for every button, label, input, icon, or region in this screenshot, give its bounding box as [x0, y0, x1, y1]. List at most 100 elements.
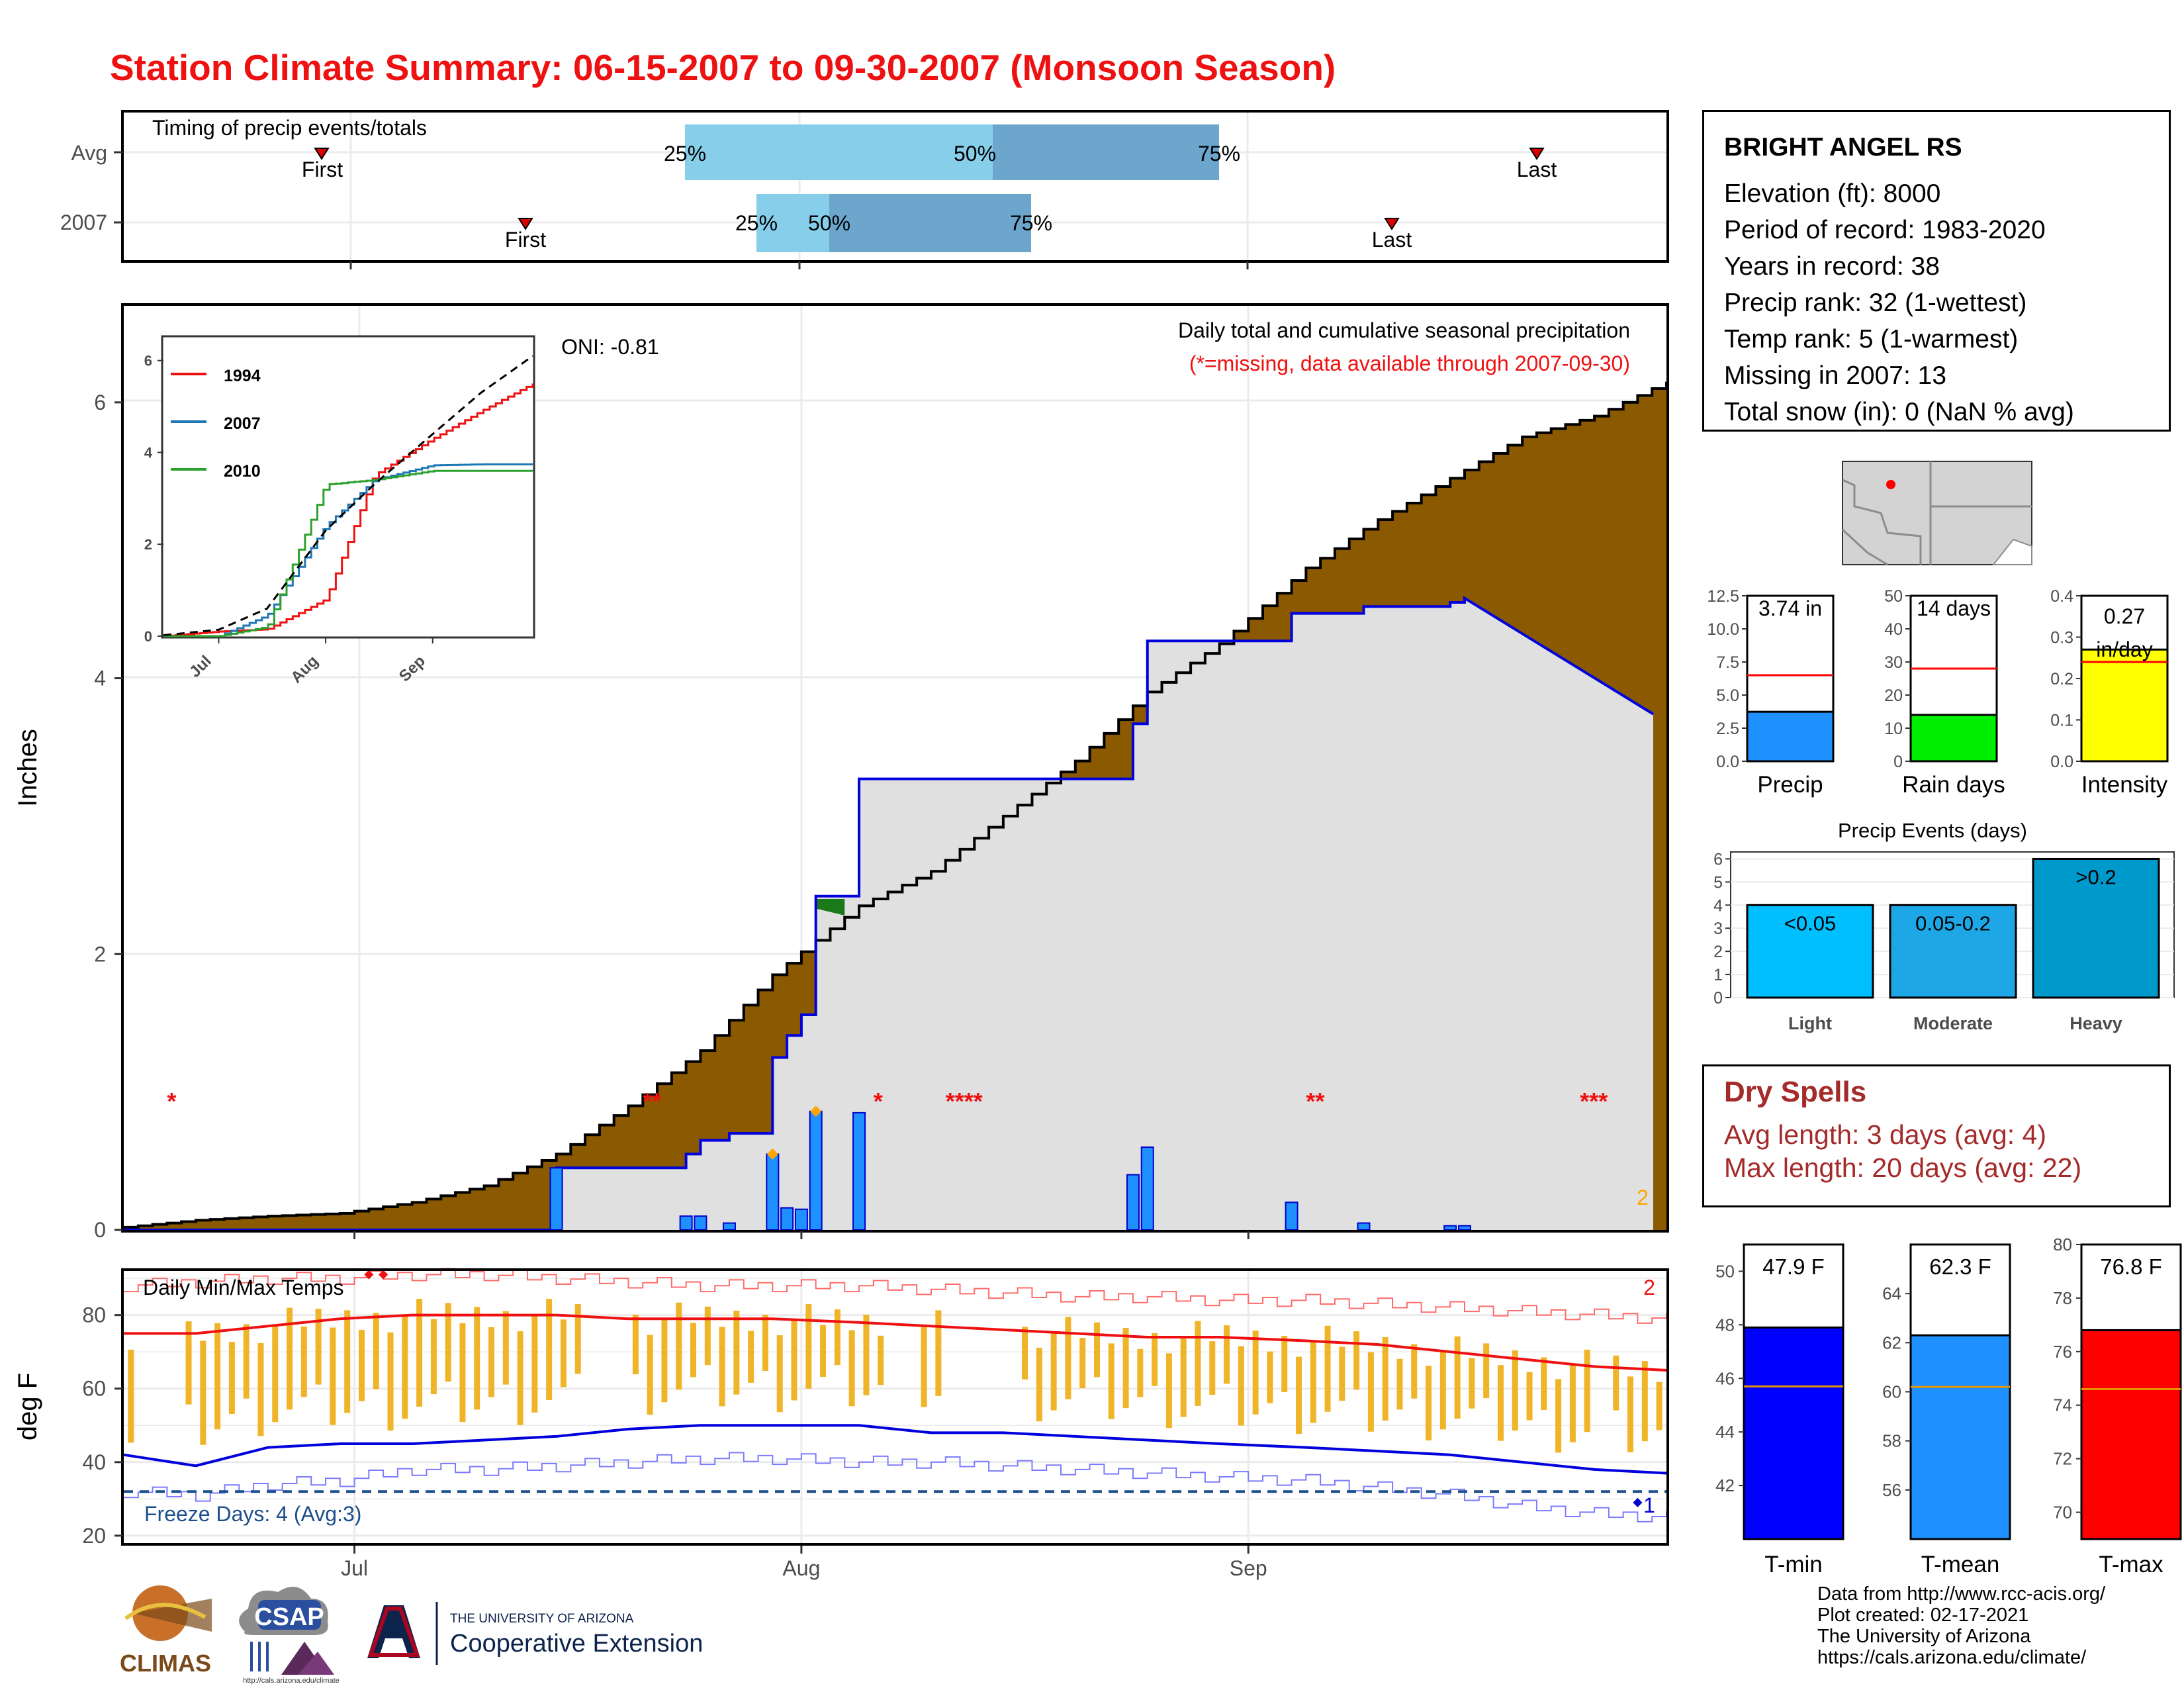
precip-events-chart: Precip Events (days) 0 1 2 3 4 5 6 <0.05 Light 0.0… — [1713, 819, 2175, 1033]
precip-ytick-label: 0 — [94, 1218, 106, 1242]
dry-spells-box: Dry Spells Avg length: 3 days (avg: 4) M… — [1702, 1064, 2171, 1207]
precip-ytick-label: 2 — [94, 942, 106, 966]
temp-bar-tick-label: 44 — [1715, 1422, 1735, 1442]
station-info-box: BRIGHT ANGEL RS Elevation (ft): 8000 Per… — [1702, 110, 2171, 432]
temp-frame — [121, 1268, 1669, 1546]
summary-tick-label: 0.3 — [2050, 629, 2073, 647]
daily-temp-bar — [358, 1329, 365, 1401]
daily-temp-bar — [921, 1325, 927, 1407]
page-title: Station Climate Summary: 06-15-2007 to 0… — [110, 47, 1336, 88]
missing-mark: **** — [946, 1088, 983, 1115]
daily-temp-bar — [243, 1324, 250, 1399]
daily-temp-bar — [1209, 1341, 1216, 1395]
temp-bar-t-max: 76.8 F 70 72 74 76 78 80 T-max — [2053, 1235, 2182, 1577]
temp-bar-tick-label: 76 — [2053, 1342, 2072, 1362]
temp-ytick-label: 40 — [82, 1450, 106, 1474]
daily-temp-bar — [1641, 1361, 1648, 1442]
summary-bar-fill — [1746, 710, 1835, 763]
daily-temp-bar — [373, 1313, 379, 1389]
daily-temp-bar — [762, 1315, 768, 1372]
precip-count-label: 2 — [1637, 1186, 1649, 1209]
daily-temp-bar — [1512, 1350, 1518, 1431]
daily-precip-bar — [852, 1111, 866, 1231]
temp-record-record_min — [124, 1452, 1667, 1523]
max-count-label: 2 — [1643, 1276, 1655, 1299]
precip-subtitle-missing: (*=missing, data available through 2007-… — [1189, 352, 1630, 375]
freeze-days-label: Freeze Days: 4 (Avg:3) — [144, 1502, 361, 1526]
precip-ytick-label: 4 — [94, 667, 106, 690]
temp-bar-fill — [2080, 1329, 2182, 1540]
station-temp-rank: Temp rank: 5 (1-warmest) — [1724, 325, 2019, 353]
daily-precip-bar — [549, 1167, 563, 1231]
station-period: Period of record: 1983-2020 — [1724, 216, 2046, 244]
summary-tick-label: 40 — [1884, 620, 1903, 639]
daily-temp-bar — [820, 1325, 827, 1377]
timing-label: Timing of precip events/totals — [152, 116, 427, 140]
oni-label: ONI: -0.81 — [561, 335, 659, 359]
daily-temp-bar — [1584, 1349, 1590, 1432]
inset-series-2010 — [163, 469, 533, 637]
daily-temp-bar — [1137, 1348, 1144, 1397]
daily-temp-bar — [1526, 1372, 1533, 1421]
daily-temp-bar — [632, 1315, 639, 1375]
yr-q25-q50-bar — [756, 194, 829, 252]
daily-temp-bar — [748, 1331, 754, 1383]
yr-cumulative-line — [124, 596, 1655, 1231]
daily-temp-bar — [719, 1327, 725, 1407]
station-location-dot — [1886, 480, 1895, 489]
summary-tick-label: 0.0 — [1716, 753, 1739, 771]
daily-temp-bar — [574, 1303, 581, 1374]
temp-ytick-label: 80 — [82, 1303, 106, 1327]
credits: Data from http://www.rcc-acis.org/ Plot … — [1817, 1583, 2105, 1668]
summary-bar-value: 14 days — [1917, 596, 1991, 620]
daily-temp-bar — [214, 1323, 221, 1430]
dry-spells-title: Dry Spells — [1724, 1076, 1867, 1108]
inset-series-average — [163, 355, 533, 637]
temp-bar-label: T-max — [2099, 1552, 2163, 1577]
daily-temp-bar — [1382, 1336, 1388, 1421]
summary-tick-label: 0 — [1893, 753, 1903, 771]
summary-tick-label: 0.2 — [2050, 670, 2073, 688]
daily-temp-bar — [430, 1319, 437, 1395]
station-years: Years in record: 38 — [1724, 252, 1940, 281]
summary-bar-rain-days: 14 days 0 10 20 30 40 50 Rain days — [1884, 587, 2005, 798]
inset-series-2007 — [163, 463, 533, 637]
missing-mark: * — [167, 1088, 176, 1115]
yr-q50-label: 50% — [808, 211, 850, 235]
precip-frame — [121, 303, 1669, 1233]
daily-temp-bar — [1555, 1379, 1562, 1453]
event-bar-label: <0.05 — [1784, 912, 1836, 935]
daily-precip-bar — [679, 1215, 693, 1231]
dry-spells-avg: Avg length: 3 days (avg: 4) — [1724, 1119, 2046, 1150]
summary-bar-fill — [2080, 648, 2169, 763]
summary-tick-label: 0.1 — [2050, 712, 2073, 730]
station-snow: Total snow (in): 0 (NaN % avg) — [1724, 398, 2074, 426]
csap-text: CSAP — [254, 1603, 324, 1631]
daily-temp-bar — [676, 1302, 682, 1390]
temp-bar-tick-label: 56 — [1882, 1480, 1901, 1500]
daily-temp-bar — [1195, 1321, 1201, 1406]
daily-temp-bar — [1627, 1376, 1634, 1452]
climas-text: CLIMAS — [120, 1650, 211, 1677]
temp-bar-tick-label: 80 — [2053, 1235, 2072, 1254]
precip-ylabel: Inches — [13, 729, 42, 807]
summary-tick-label: 10.0 — [1707, 620, 1739, 639]
legend-2007: 2007 — [224, 414, 261, 433]
daily-temp-bar — [502, 1311, 509, 1385]
event-category-label: Heavy — [2070, 1013, 2122, 1033]
daily-temp-bar — [661, 1319, 668, 1403]
credit-data-source: Data from http://www.rcc-acis.org/ — [1817, 1583, 2106, 1605]
daily-temp-bar — [1165, 1353, 1172, 1429]
summary-tick-label: 7.5 — [1716, 653, 1739, 672]
daily-temp-bar — [402, 1315, 408, 1419]
daily-temp-bar — [848, 1330, 855, 1407]
dry-spells-max: Max length: 20 days (avg: 22) — [1724, 1152, 2082, 1183]
temp-bar-value: 47.9 F — [1762, 1254, 1825, 1279]
locator-map — [1841, 461, 2032, 566]
station-precip-rank: Precip rank: 32 (1-wettest) — [1724, 289, 2027, 317]
summary-bar-precip: 3.74 in 0.0 2.5 5.0 7.5 10.0 12.5 Precip — [1707, 587, 1835, 798]
temp-bar-tick-label: 50 — [1715, 1261, 1735, 1281]
yr-first-label: First — [505, 228, 546, 252]
avg-q75-label: 75% — [1198, 142, 1240, 165]
